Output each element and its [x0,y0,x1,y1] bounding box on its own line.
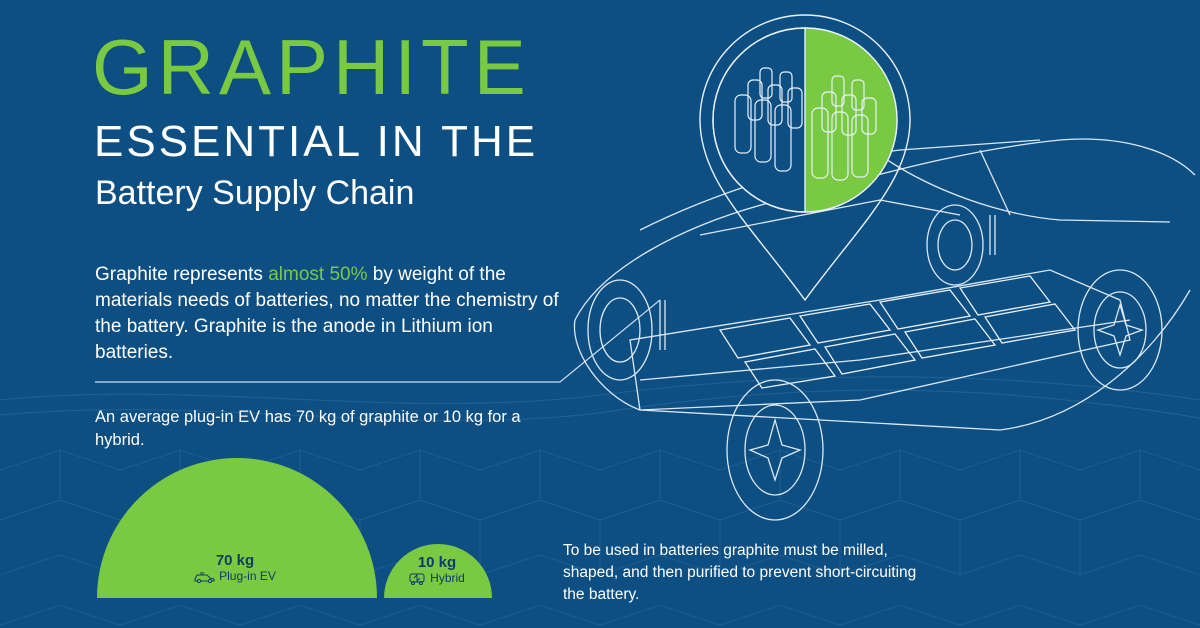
graphite-comparison-chart [97,458,492,598]
ev-category: Plug-in EV [194,569,276,583]
wheel-front-left [726,379,824,521]
hybrid-amount: 10 kg [417,554,457,571]
car-outline-illustration [573,138,1196,521]
subtitle-line-2: Battery Supply Chain [95,174,415,212]
battery-cell-icons [734,67,877,181]
wheel-rear-left [587,279,653,381]
wave-lines [0,376,1200,422]
wheel-front-right [1077,269,1163,391]
plug-car-icon [194,571,215,583]
process-text: To be used in batteries graphite must be… [563,542,917,603]
battery-modules [718,275,1077,389]
ev-category-label: Plug-in EV [219,569,276,583]
page-title: GRAPHITE [92,23,531,111]
hybrid-label: 10 kg Hybrid [392,554,482,590]
intro-paragraph: Graphite represents almost 50% by weight… [95,262,575,366]
intro-highlight: almost 50% [268,264,368,285]
hybrid-category: Hybrid [409,571,465,585]
ev-label: 70 kg Plug-in EV [185,552,285,588]
hybrid-car-icon [409,573,425,585]
hybrid-category-label: Hybrid [430,571,465,585]
divider-line [95,299,661,383]
battery-cells-pin [699,14,911,302]
hybrid-semicircle [384,544,492,598]
ev-semicircle [97,458,377,598]
intro-text-after: by weight of the materials needs of batt… [95,264,559,363]
intro-text-before: Graphite represents [95,264,269,285]
subtitle-line-1: ESSENTIAL IN THE [94,117,539,166]
average-graphite-text: An average plug-in EV has 70 kg of graph… [95,408,521,449]
ev-amount: 70 kg [215,552,255,569]
wheel-rear-right [926,204,984,286]
